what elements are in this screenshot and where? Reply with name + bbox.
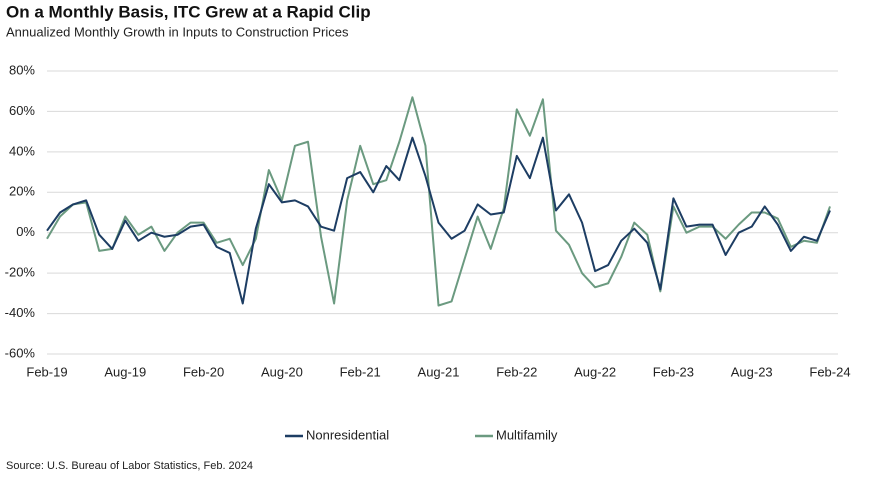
chart-title: On a Monthly Basis, ITC Grew at a Rapid …: [6, 2, 371, 21]
x-tick-label: Aug-22: [574, 364, 616, 379]
y-tick-label: 80%: [9, 62, 35, 77]
x-tick-label: Aug-19: [104, 364, 146, 379]
y-tick-label: 40%: [9, 143, 35, 158]
legend-label: Multifamily: [496, 427, 558, 442]
x-tick-label: Feb-19: [26, 364, 67, 379]
x-tick-label: Feb-20: [183, 364, 224, 379]
x-tick-label: Aug-20: [261, 364, 303, 379]
x-tick-label: Feb-24: [809, 364, 850, 379]
y-tick-label: 60%: [9, 103, 35, 118]
y-tick-label: 20%: [9, 184, 35, 199]
x-tick-label: Aug-21: [418, 364, 460, 379]
series-line: [46, 136, 831, 305]
legend-label: Nonresidential: [306, 427, 389, 442]
x-tick-label: Feb-22: [496, 364, 537, 379]
chart-subtitle: Annualized Monthly Growth in Inputs to C…: [6, 24, 349, 39]
y-tick-label: 0%: [16, 224, 35, 239]
x-tick-label: Feb-21: [340, 364, 381, 379]
y-tick-label: -60%: [5, 345, 36, 360]
source: Source: U.S. Bureau of Labor Statistics,…: [6, 460, 253, 472]
x-tick-label: Feb-23: [653, 364, 694, 379]
y-tick-label: -40%: [5, 305, 36, 320]
x-tick-label: Aug-23: [731, 364, 773, 379]
y-tick-label: -20%: [5, 265, 36, 280]
series-line: [46, 96, 831, 307]
